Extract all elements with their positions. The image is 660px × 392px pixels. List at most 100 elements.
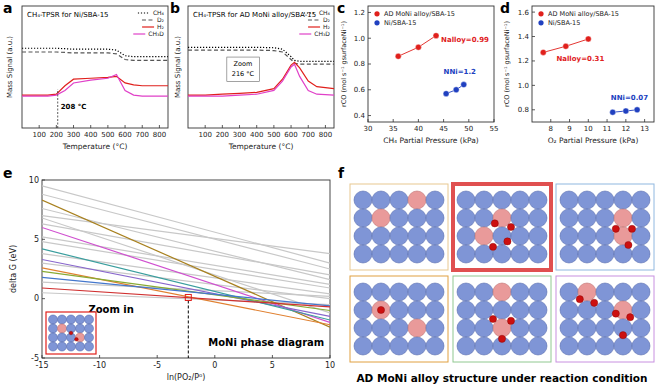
ni-atom	[529, 245, 547, 263]
y-tick	[42, 298, 45, 299]
y-tick-label: 0.8	[354, 60, 365, 68]
ni-atom	[560, 301, 578, 319]
ni-atom	[511, 209, 529, 227]
ni-atom	[390, 191, 408, 209]
ni-atom	[596, 191, 614, 209]
y-axis-label: Mass Signal (a.u.)	[6, 36, 14, 98]
ni-atom	[457, 337, 475, 355]
ni-atom	[426, 209, 444, 227]
ni-atom	[578, 337, 596, 355]
tile-frame	[350, 276, 448, 362]
x-tick-label: 50	[464, 125, 473, 133]
x-tick-label: 600	[118, 131, 131, 139]
series-line	[42, 224, 330, 275]
x-tick-label: 9	[567, 125, 571, 133]
ni-atom	[560, 319, 578, 337]
annotation: Zoom	[234, 60, 253, 68]
tile-frame	[556, 184, 654, 270]
ni-atom	[390, 301, 408, 319]
ni-atom	[560, 191, 578, 209]
ni-atom	[76, 342, 85, 351]
ni-atom	[529, 283, 547, 301]
ni-atom	[76, 324, 85, 333]
legend-marker	[538, 11, 543, 16]
y-tick	[532, 60, 535, 61]
data-point	[415, 44, 421, 50]
x-tick-label: 45	[439, 125, 448, 133]
y-tick-label: 5	[34, 235, 39, 244]
legend: CH₄D₂H₂CH₃D	[133, 9, 164, 37]
y-tick-label: 0.6	[354, 86, 366, 94]
ni-atom	[529, 337, 547, 355]
ni-atom	[529, 191, 547, 209]
plot-frame	[188, 6, 334, 128]
ni-atom	[408, 337, 426, 355]
x-tick	[256, 125, 257, 128]
ni-atom	[426, 283, 444, 301]
panel-d: d89101112130.81.01.21.41.6O₂ Partial Pre…	[500, 0, 654, 145]
ni-atom	[457, 209, 475, 227]
o-atom	[612, 310, 619, 317]
ni-atom	[614, 337, 632, 355]
ni-atom	[475, 337, 493, 355]
ni-atom	[632, 245, 650, 263]
ni-atom	[85, 333, 94, 342]
x-tick	[272, 355, 273, 358]
ni-atom	[596, 337, 614, 355]
x-tick	[325, 125, 326, 128]
ni-atom	[354, 283, 372, 301]
ni-atom	[632, 319, 650, 337]
structure-tile	[350, 276, 448, 362]
ni-atom	[475, 191, 493, 209]
x-tick-label: 100	[32, 131, 45, 139]
x-tick	[239, 125, 240, 128]
ni-atom	[426, 301, 444, 319]
ni-atom	[85, 342, 94, 351]
x-tick-label: 35	[389, 125, 398, 133]
legend-marker	[374, 11, 379, 16]
y-tick-label: 1.4	[518, 33, 530, 41]
ni-atom	[354, 301, 372, 319]
series-line	[42, 271, 330, 310]
series-line	[42, 216, 330, 254]
series-line	[543, 39, 588, 52]
ni-atom	[632, 283, 650, 301]
ni-atom	[529, 227, 547, 245]
ni-atom	[457, 191, 475, 209]
o-atom	[507, 223, 514, 230]
ni-atom	[390, 337, 408, 355]
legend-label: CH₄	[319, 9, 331, 16]
x-tick-label: 40	[414, 125, 423, 133]
data-point	[540, 49, 546, 55]
ni-atom	[76, 315, 85, 324]
x-tick	[494, 119, 495, 122]
annotation: MoNi phase diagram	[208, 337, 324, 348]
legend-label: D₂	[323, 16, 331, 23]
structure-tile	[350, 184, 448, 270]
x-tick	[588, 119, 589, 122]
series-line	[188, 47, 334, 61]
ni-atom	[49, 324, 58, 333]
ni-atom	[529, 319, 547, 337]
x-tick	[273, 125, 274, 128]
ni-atom	[372, 319, 390, 337]
x-tick	[157, 355, 158, 358]
ni-atom	[632, 191, 650, 209]
x-tick	[142, 125, 143, 128]
ni-atom	[596, 209, 614, 227]
ni-atom	[426, 245, 444, 263]
x-tick-label: 100	[198, 131, 211, 139]
x-tick-label: 400	[250, 131, 263, 139]
x-tick	[291, 125, 292, 128]
series-line	[22, 75, 168, 97]
x-tick	[159, 125, 160, 128]
ni-atom	[560, 283, 578, 301]
o-atom	[69, 331, 73, 335]
ni-atom	[578, 319, 596, 337]
data-point	[634, 107, 640, 113]
ni-atom	[578, 191, 596, 209]
plot-frame	[42, 180, 330, 358]
ni-atom	[372, 227, 390, 245]
series-line	[42, 200, 330, 327]
x-tick	[368, 119, 369, 122]
